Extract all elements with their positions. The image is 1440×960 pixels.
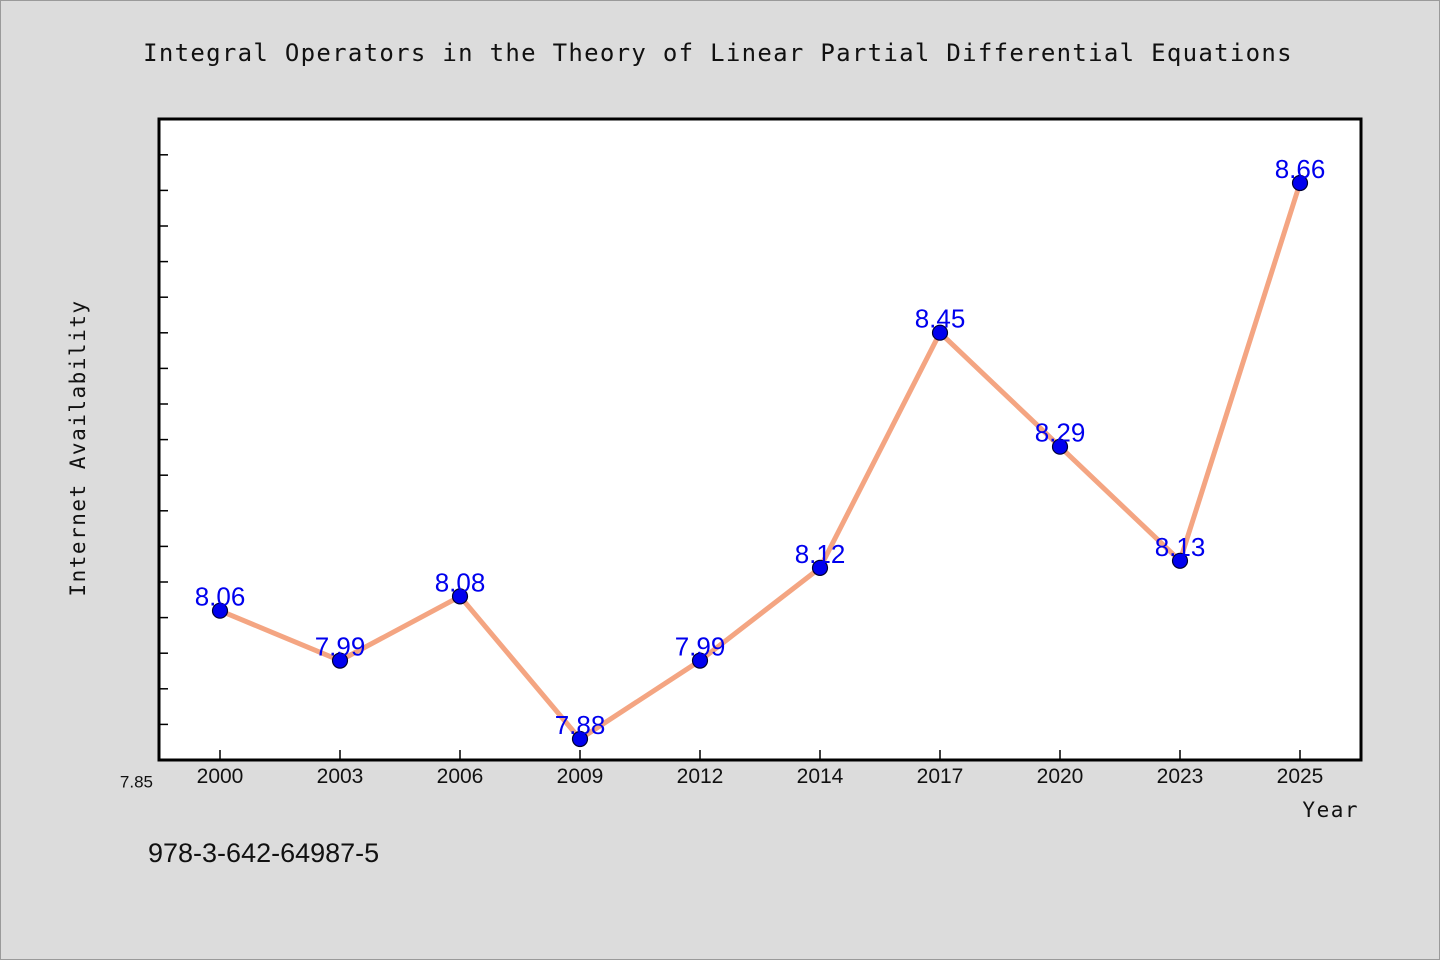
plot-area [157, 117, 1363, 762]
x-tick-label: 2006 [437, 765, 484, 788]
data-label: 8.08 [435, 567, 486, 597]
data-label: 8.45 [915, 304, 966, 334]
data-label: 8.06 [195, 582, 246, 612]
x-tick-label: 2012 [677, 765, 724, 788]
data-point [1051, 438, 1069, 455]
y-axis-tick-labels: 7.85 [120, 772, 153, 791]
x-tick-label: 2003 [317, 765, 364, 788]
data-point [331, 652, 349, 669]
data-point [451, 588, 469, 605]
x-tick-label: 2023 [1157, 765, 1204, 788]
x-tick-label: 2017 [917, 765, 964, 788]
data-point [1291, 174, 1309, 192]
data-label: 8.29 [1035, 418, 1086, 448]
data-point [571, 730, 589, 748]
x-tick-label: 2014 [797, 765, 844, 788]
data-label: 7.88 [555, 710, 606, 740]
data-point [691, 652, 709, 669]
x-axis-tick-labels: 2000 2003 2006 2009 2012 2014 2017 2020 2023 2025 [197, 765, 1324, 788]
x-tick-label: 2025 [1277, 765, 1324, 788]
data-point [931, 324, 949, 341]
data-label: 7.99 [315, 632, 366, 662]
data-label: 7.99 [675, 632, 726, 662]
x-tick-label: 2000 [197, 765, 244, 788]
series-line [217, 180, 1303, 742]
x-axis-ticks [219, 750, 1301, 760]
y-tick-label: 7.85 [120, 772, 153, 791]
y-axis-label: Internet Availability [66, 299, 90, 596]
data-labels: 8.06 7.99 8.08 7.88 7.99 8.12 8.45 8.29 8.13 8.66 [195, 154, 1326, 740]
data-point [1171, 552, 1189, 569]
data-point [811, 559, 829, 577]
y-axis-ticks [159, 118, 168, 761]
chart-title: Integral Operators in the Theory of Line… [143, 39, 1293, 67]
x-axis-label: Year [1302, 798, 1359, 822]
x-tick-label: 2009 [557, 765, 604, 788]
footer-isbn: 978-3-642-64987-5 [148, 838, 379, 868]
x-tick-label: 2020 [1037, 765, 1084, 788]
data-point [211, 602, 229, 619]
series-markers [211, 174, 1309, 748]
data-label: 8.66 [1275, 154, 1326, 184]
data-label: 8.12 [795, 539, 846, 569]
data-label: 8.13 [1155, 532, 1206, 562]
